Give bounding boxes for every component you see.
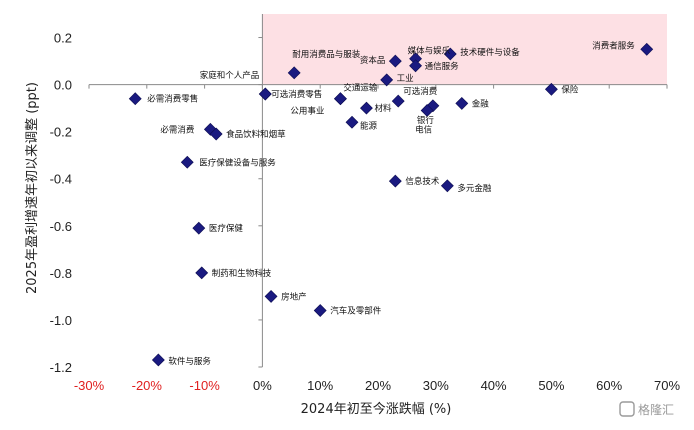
y-tick-label: 0.0 [54,78,72,93]
data-point [180,155,194,169]
x-tick-label: 50% [538,378,564,393]
data-point [455,97,469,110]
point-label: 房地产 [281,291,307,302]
point-label: 金融 [472,98,490,109]
point-label: 食品饮料和烟草 [226,129,286,140]
point-label: 消费者服务 [592,40,635,51]
point-label: 软件与服务 [168,356,211,367]
data-point [264,289,278,303]
data-point [192,221,206,235]
x-tick-label: 0% [253,378,272,393]
y-tick-label: -1.0 [50,313,72,328]
data-point [360,101,373,115]
point-label: 能源 [360,120,378,131]
point-label: 资本品 [360,55,386,66]
data-point [334,92,347,106]
y-tick-label: -0.6 [50,219,72,234]
x-tick-label: 10% [307,378,333,393]
x-tick-label: -20% [132,378,163,393]
point-label: 媒体与娱乐 [408,46,451,57]
y-tick-label: -0.8 [50,266,72,281]
point-label: 交通运输 [343,83,378,94]
point-label: 材料 [374,103,392,114]
data-point [640,42,654,56]
x-tick-label: 60% [596,378,622,393]
data-point [388,174,402,188]
point-label: 必需消费 [160,124,195,135]
x-axis-title: 2024年初至今涨跌幅 (%) [301,401,452,417]
y-axis-ticks: 0.2 0.0 -0.2 -0.4 -0.6 -0.8 -1.0 -1.2 [50,31,263,375]
x-tick-label: 70% [654,378,680,393]
point-label: 可选消费 [403,86,438,97]
data-point [151,353,165,367]
data-point [287,66,301,80]
watermark-text: 格隆汇 [638,402,674,417]
x-tick-label: 30% [423,378,449,393]
point-label: 信息技术 [405,176,440,187]
point-label: 通信服务 [425,61,460,72]
data-point [380,73,394,87]
point-label: 医疗保健 [209,223,244,234]
point-label: 技术硬件与设备 [460,47,520,58]
point-label: 医疗保健设备与服务 [199,157,276,168]
point-label: 可选消费零售 [271,89,322,100]
data-point [258,87,272,101]
data-points [128,42,654,367]
data-point [345,115,359,129]
x-tick-label: 40% [481,378,507,393]
data-point [209,127,223,141]
point-label: 银行 [417,115,435,126]
point-label: 家庭和个人产品 [200,70,260,81]
data-point [409,59,422,73]
data-point [420,104,434,117]
point-label: 多元金融 [457,183,492,194]
data-point [544,82,558,96]
y-axis-title: 2025年盈利增速年初以来调整 (ppt) [25,82,40,294]
x-tick-label: -30% [74,378,105,393]
data-point [443,47,457,61]
y-tick-label: -0.4 [50,172,72,187]
point-label: 工业 [397,73,414,84]
point-label: 汽车及零部件 [330,306,382,317]
data-point [128,92,142,106]
point-label: 保险 [561,84,579,95]
point-label: 公用事业 [290,106,324,117]
y-tick-label: 0.2 [54,31,72,46]
x-tick-label: 20% [365,378,391,393]
y-tick-label: -0.2 [50,125,72,140]
x-axis-ticks: -30% -20% -10% 0% 10% 20% 30% 40% 50% 60% 70% [74,84,680,393]
data-point [440,179,454,193]
watermark: 格隆汇 [619,401,674,417]
logo-icon [619,401,635,417]
highlight-region [262,14,667,85]
point-label: 电信 [415,124,433,135]
point-label: 必需消费零售 [147,94,198,105]
data-point [388,54,402,68]
point-label: 制药和生物科技 [212,268,272,279]
data-point [195,266,209,280]
data-point [391,94,405,108]
y-tick-label: -1.2 [50,360,72,375]
point-label: 耐用消费品与服装 [292,49,361,60]
data-point [313,304,327,317]
x-tick-label: -10% [189,378,220,393]
